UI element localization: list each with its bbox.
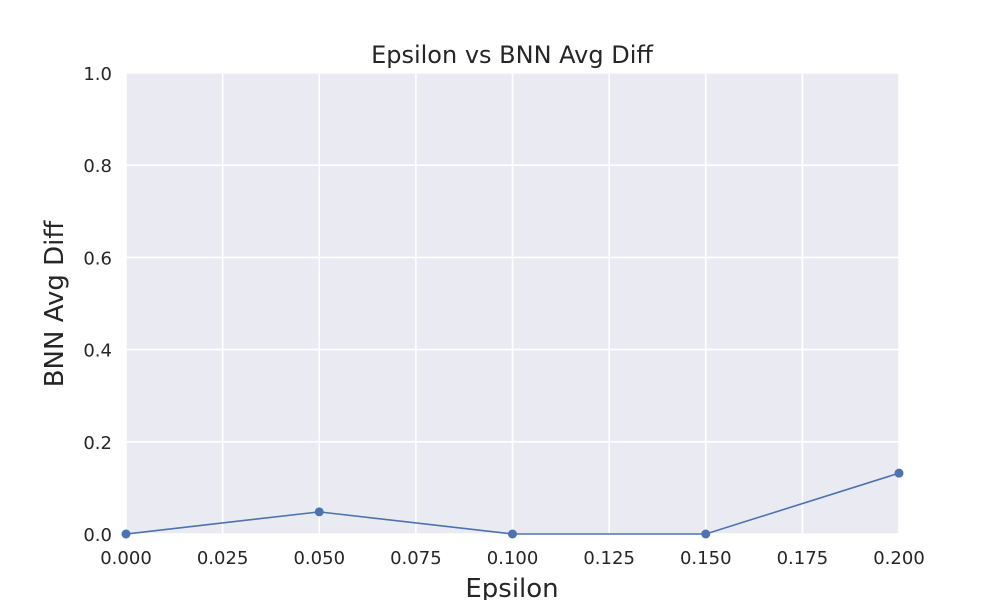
- x-tick-label: 0.025: [197, 548, 249, 569]
- x-tick-label: 0.200: [873, 548, 925, 569]
- data-point: [121, 529, 131, 539]
- data-point: [508, 529, 517, 539]
- series: [121, 468, 904, 539]
- x-tick-label: 0.125: [583, 548, 635, 569]
- y-tick-label: 0.2: [83, 433, 112, 454]
- x-tick-label: 0.075: [390, 548, 442, 569]
- x-tick-label: 0.000: [100, 548, 152, 569]
- data-point: [701, 529, 711, 539]
- y-tick-label: 0.6: [83, 248, 112, 269]
- x-axis-label: Epsilon: [465, 574, 558, 600]
- x-tick-label: 0.050: [293, 548, 345, 569]
- y-tick-label: 0.8: [83, 156, 112, 177]
- y-tick-label: 0.0: [83, 525, 112, 546]
- data-point: [894, 468, 904, 478]
- chart-title: Epsilon vs BNN Avg Diff: [371, 41, 653, 69]
- y-axis-ticks: 0.0 0.2 0.4 0.6 0.8 1.0: [83, 64, 112, 546]
- data-point: [314, 507, 324, 517]
- x-tick-label: 0.150: [680, 548, 732, 569]
- y-tick-label: 0.4: [83, 341, 112, 362]
- y-axis-label: BNN Avg Diff: [40, 220, 70, 388]
- x-tick-label: 0.100: [487, 548, 539, 569]
- x-axis-ticks: 0.000 0.025 0.050 0.075 0.100 0.125 0.150 0.175…: [100, 548, 925, 569]
- y-tick-label: 1.0: [83, 64, 112, 85]
- x-tick-label: 0.175: [777, 548, 829, 569]
